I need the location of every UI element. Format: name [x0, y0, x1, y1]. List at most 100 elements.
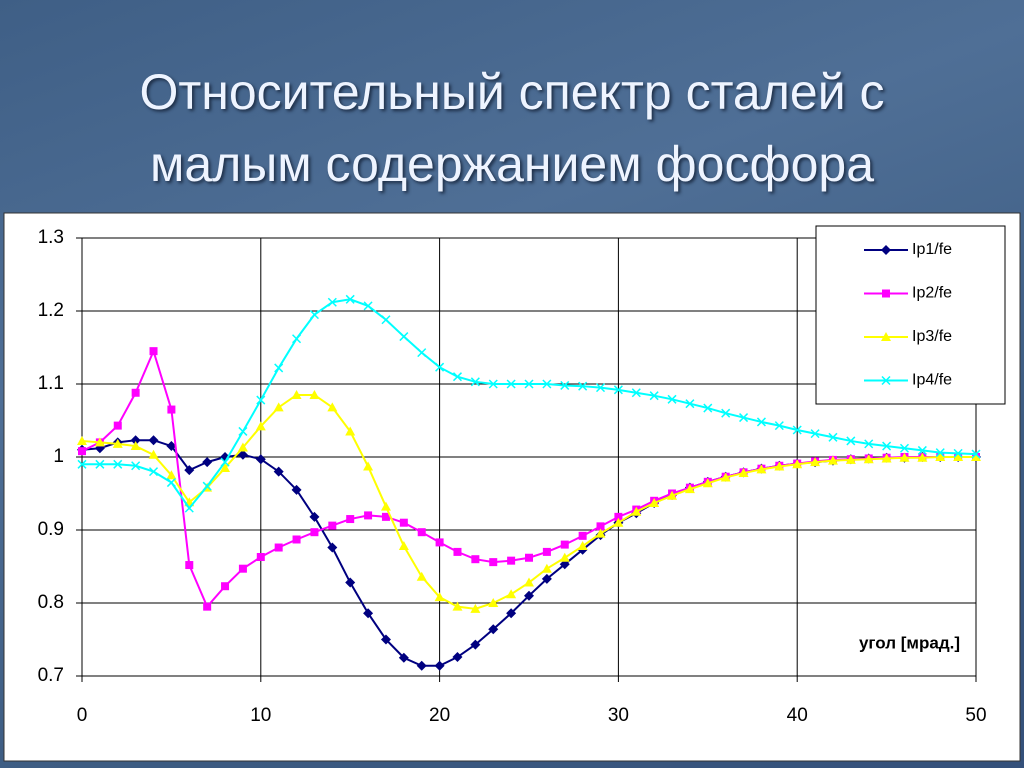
marker — [881, 375, 891, 386]
marker — [399, 518, 408, 527]
marker — [738, 468, 749, 478]
marker — [131, 388, 140, 397]
marker — [327, 402, 338, 412]
marker — [845, 454, 856, 464]
marker — [863, 454, 874, 464]
marker — [435, 538, 444, 547]
marker — [864, 439, 874, 449]
marker — [828, 432, 838, 442]
marker — [774, 461, 785, 471]
marker — [310, 528, 319, 537]
x-axis-label: угол [мрад.] — [859, 633, 960, 652]
marker — [220, 457, 230, 467]
marker — [560, 540, 569, 549]
marker — [77, 459, 87, 469]
marker — [667, 394, 677, 404]
marker — [292, 535, 301, 544]
y-tick-label: 1.1 — [38, 373, 64, 394]
marker — [881, 245, 891, 255]
marker — [130, 435, 141, 446]
marker — [595, 528, 606, 538]
marker — [774, 421, 784, 431]
marker — [380, 501, 391, 511]
x-tick-label: 50 — [965, 705, 986, 726]
marker — [130, 441, 141, 451]
marker — [309, 310, 319, 320]
marker — [345, 426, 356, 436]
marker — [309, 511, 320, 522]
marker — [255, 454, 266, 465]
marker — [489, 558, 498, 567]
marker — [595, 383, 606, 393]
marker — [95, 459, 105, 469]
marker — [792, 425, 802, 435]
y-tick-label: 0.9 — [38, 519, 64, 540]
marker — [452, 652, 463, 663]
marker — [756, 464, 767, 474]
marker — [435, 362, 445, 372]
x-tick-label: 0 — [77, 705, 88, 726]
marker — [149, 347, 158, 356]
marker — [506, 589, 517, 599]
marker — [810, 429, 820, 439]
marker — [971, 449, 981, 459]
marker — [256, 553, 265, 562]
marker — [112, 438, 123, 448]
marker — [649, 497, 660, 507]
x-tick-label: 40 — [787, 705, 808, 726]
marker — [237, 449, 248, 460]
y-tick-label: 1.3 — [38, 227, 64, 248]
legend-label: Ip1/fe — [912, 241, 952, 258]
marker — [506, 379, 516, 389]
x-tick-label: 30 — [608, 705, 629, 726]
marker — [881, 332, 891, 341]
marker — [470, 603, 481, 613]
marker — [453, 547, 462, 556]
marker — [327, 542, 338, 553]
marker — [166, 470, 177, 480]
marker — [94, 437, 105, 447]
legend-label: Ip2/fe — [912, 285, 952, 302]
marker — [953, 448, 963, 458]
marker — [559, 559, 570, 570]
marker — [434, 592, 445, 602]
x-tick-label: 10 — [250, 705, 271, 726]
slide-title: Относительный спектр сталей с малым соде… — [139, 64, 885, 192]
y-tick-label: 1 — [53, 446, 64, 467]
marker — [684, 484, 695, 494]
marker — [917, 452, 928, 462]
marker — [309, 389, 320, 399]
marker — [131, 461, 141, 471]
y-tick-label: 0.8 — [38, 592, 64, 613]
marker — [167, 405, 176, 414]
x-tick-label: 20 — [429, 705, 450, 726]
marker — [184, 503, 194, 513]
marker — [345, 294, 355, 304]
marker — [148, 467, 159, 477]
marker — [631, 506, 642, 516]
marker — [702, 478, 713, 488]
marker — [328, 521, 337, 530]
series — [77, 294, 981, 513]
marker — [292, 334, 302, 344]
marker — [827, 455, 838, 465]
marker — [578, 381, 588, 391]
marker — [346, 515, 355, 524]
marker — [237, 442, 248, 452]
marker — [524, 379, 534, 389]
marker — [148, 449, 159, 459]
marker — [202, 481, 212, 491]
marker — [381, 512, 390, 521]
marker — [935, 452, 946, 461]
marker — [417, 348, 427, 358]
marker — [559, 552, 570, 562]
marker — [345, 577, 356, 588]
marker — [273, 402, 284, 412]
marker — [184, 465, 195, 476]
marker — [541, 563, 552, 573]
marker — [953, 452, 964, 461]
marker — [470, 377, 480, 387]
marker — [78, 447, 86, 456]
marker — [417, 528, 426, 537]
